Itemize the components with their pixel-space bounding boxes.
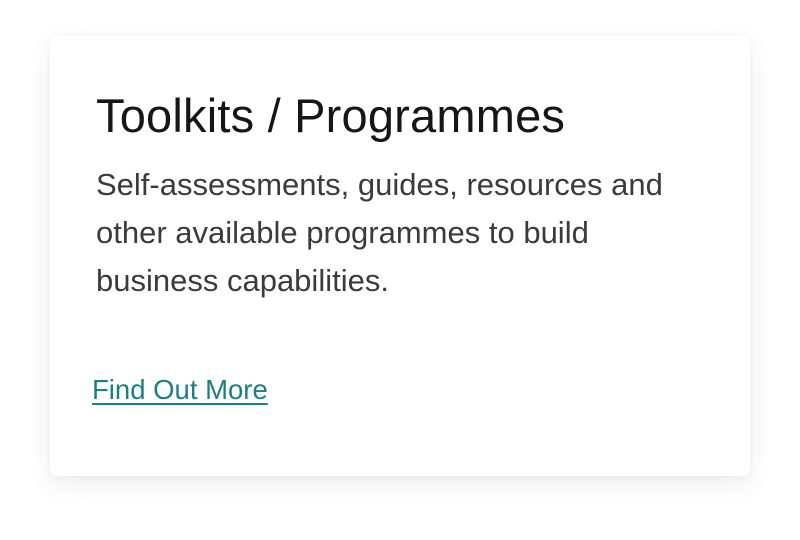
card-title: Toolkits / Programmes [96,89,566,142]
card-description: Self-assessments, guides, resources and … [96,167,663,298]
toolkits-programmes-card: Toolkits / Programmes Self-assessments, … [50,36,750,476]
find-out-more-link[interactable]: Find Out More [92,374,268,405]
